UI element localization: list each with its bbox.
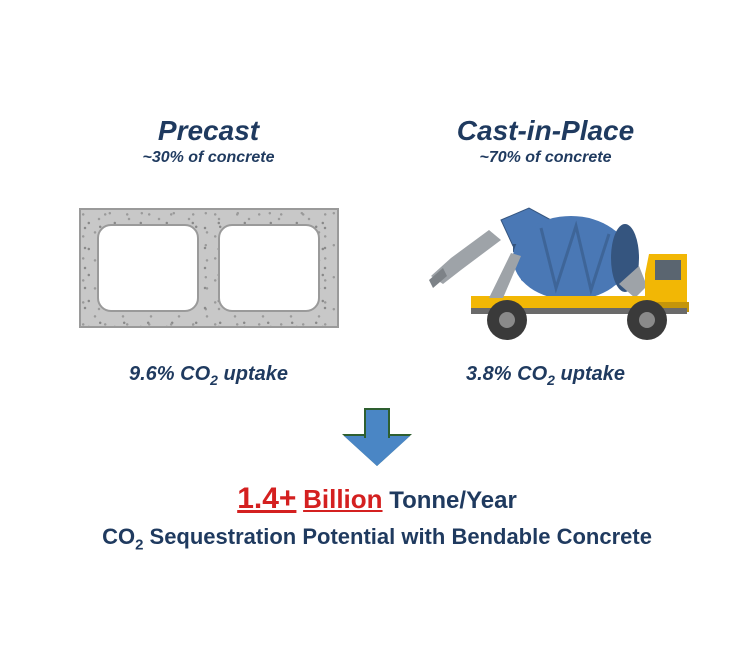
- result-value: 1.4+: [237, 482, 296, 515]
- precast-title: Precast: [158, 115, 259, 147]
- down-arrow-icon: [342, 408, 412, 468]
- result-line2-suffix: Sequestration Potential with Bendable Co…: [143, 524, 652, 549]
- result-line1-rest: Tonne/Year: [383, 487, 517, 514]
- result-line1: 1.4+ Billion Tonne/Year: [30, 482, 724, 516]
- castinplace-subtitle: ~70% of concrete: [479, 149, 611, 167]
- result-unit-word: Billion: [303, 484, 382, 514]
- subscript-2: 2: [547, 372, 555, 388]
- castinplace-uptake: 3.8% CO2 uptake: [466, 363, 625, 388]
- block-hole: [97, 224, 199, 312]
- result-line2-prefix: CO: [102, 524, 135, 549]
- castinplace-graphic: [401, 183, 691, 353]
- precast-column: Precast ~30% of concrete 9.6% CO2 uptake: [40, 115, 377, 388]
- subscript-2: 2: [210, 372, 218, 388]
- castinplace-uptake-prefix: 3.8% CO: [466, 363, 547, 385]
- castinplace-uptake-suffix: uptake: [555, 363, 625, 385]
- cement-truck-icon: [401, 188, 691, 348]
- precast-uptake: 9.6% CO2 uptake: [129, 363, 288, 388]
- castinplace-column: Cast-in-Place ~70% of concrete: [377, 115, 714, 388]
- arrow-zone: [0, 408, 754, 468]
- precast-subtitle: ~30% of concrete: [142, 149, 274, 167]
- precast-uptake-suffix: uptake: [218, 363, 288, 385]
- precast-uptake-prefix: 9.6% CO: [129, 363, 210, 385]
- concrete-block-icon: [79, 208, 339, 328]
- result-block: 1.4+ Billion Tonne/Year CO2 Sequestratio…: [0, 482, 754, 553]
- comparison-columns: Precast ~30% of concrete 9.6% CO2 uptake…: [0, 0, 754, 388]
- result-line2: CO2 Sequestration Potential with Bendabl…: [30, 524, 724, 553]
- castinplace-title: Cast-in-Place: [457, 115, 634, 147]
- precast-graphic: [79, 183, 339, 353]
- block-hole: [218, 224, 320, 312]
